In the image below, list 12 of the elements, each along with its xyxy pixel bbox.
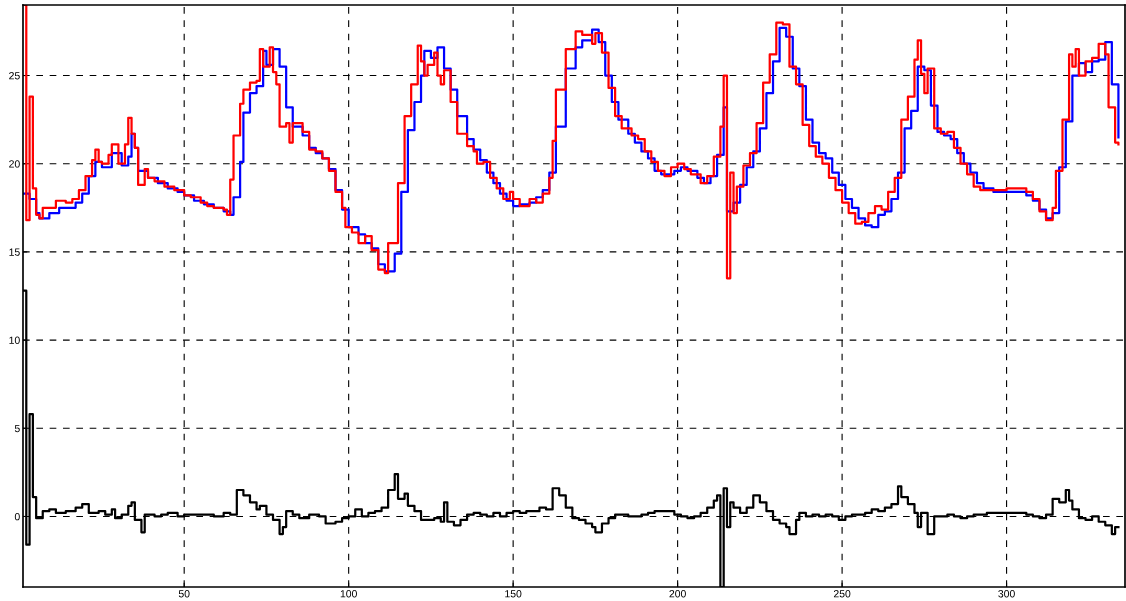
x-tick-label: 50 bbox=[178, 590, 190, 598]
y-tick-label: 20 bbox=[9, 160, 20, 168]
x-tick-label: 100 bbox=[340, 590, 357, 598]
x-tick-label: 200 bbox=[669, 590, 686, 598]
y-tick-label: 15 bbox=[9, 248, 20, 256]
y-tick-label: 10 bbox=[9, 336, 20, 344]
x-tick-label: 150 bbox=[505, 590, 522, 598]
y-tick-label: 0 bbox=[14, 512, 20, 521]
y-tick-label: 25 bbox=[9, 72, 20, 80]
y-tick-label: 5 bbox=[14, 424, 20, 433]
x-tick-label: 250 bbox=[833, 590, 851, 598]
x-tick-label: 300 bbox=[998, 590, 1015, 598]
